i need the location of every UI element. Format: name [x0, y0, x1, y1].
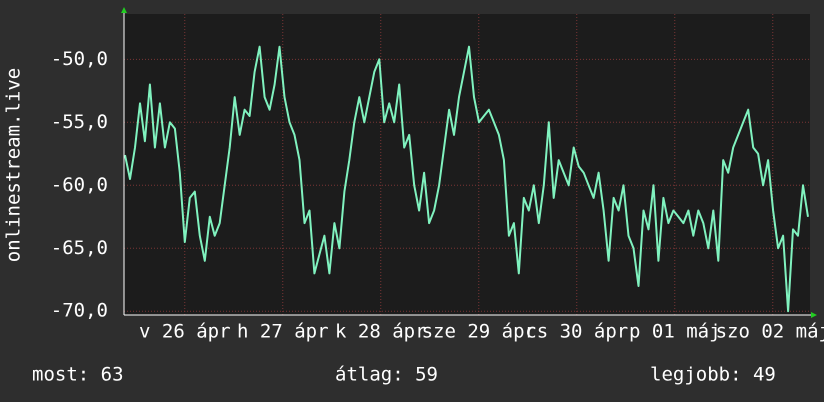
x-tick-label: sze 29 ápr — [422, 321, 536, 343]
x-tick-label: h 27 ápr — [237, 321, 329, 343]
x-tick-label: cs 30 ápr — [525, 321, 628, 343]
y-tick-label: -70,0 — [51, 300, 108, 322]
y-tick-label: -50,0 — [51, 48, 108, 70]
y-tick-label: -60,0 — [51, 174, 108, 196]
summary-current: most: 63 — [32, 364, 124, 386]
x-tick-label: v 26 ápr — [139, 321, 231, 343]
plot-area — [124, 14, 810, 315]
y-tick-label: -55,0 — [51, 111, 108, 133]
x-axis-arrow — [811, 312, 817, 318]
summary-average: átlag: 59 — [335, 364, 438, 386]
y-tick-label: -65,0 — [51, 237, 108, 259]
summary-best: legjobb: 49 — [650, 364, 776, 386]
y-axis-arrow — [121, 7, 127, 13]
x-tick-label: szo 02 máj — [716, 321, 824, 343]
y-axis-label: onlinestream.live — [3, 68, 25, 262]
data-line — [124, 45, 809, 313]
x-tick-label: p 01 máj — [629, 321, 721, 343]
x-tick-label: k 28 ápr — [335, 321, 427, 343]
